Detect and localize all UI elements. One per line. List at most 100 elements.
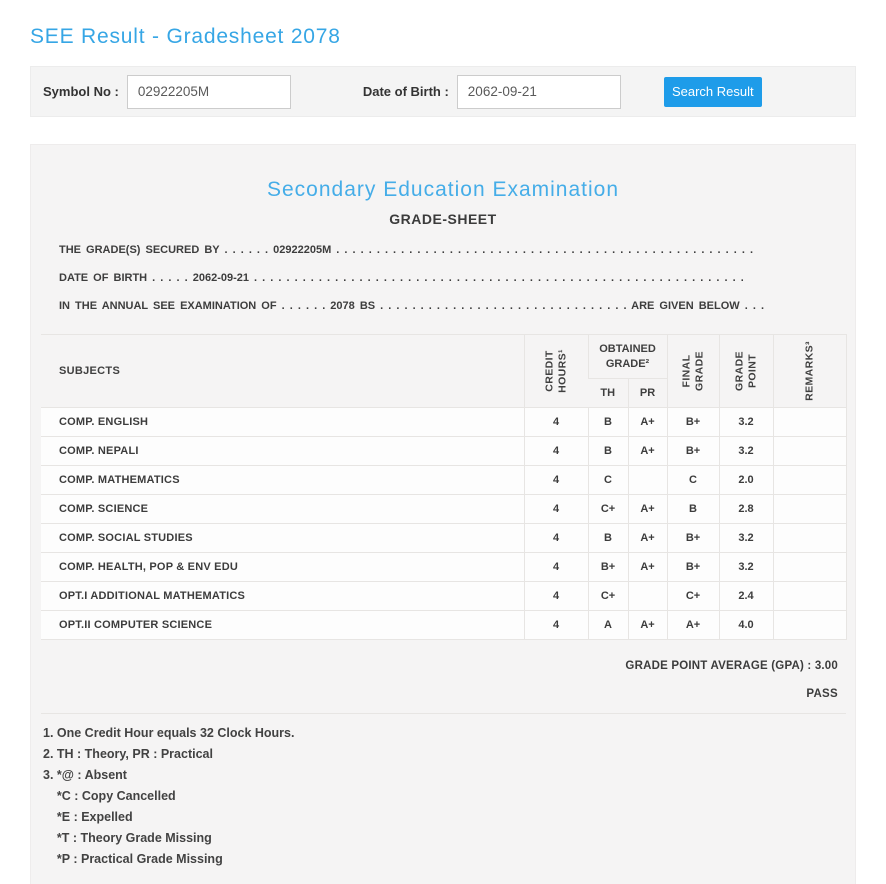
table-row: COMP. SCIENCE 4 C+ A+ B 2.8 xyxy=(41,494,847,524)
grade-point-cell: 2.4 xyxy=(718,581,774,611)
intro-line: IN THE ANNUAL SEE EXAMINATION OF . . . .… xyxy=(59,300,764,314)
subject-cell: COMP. MATHEMATICS xyxy=(41,465,524,495)
col-header-pr: PR xyxy=(627,378,668,408)
th-grade-cell: C+ xyxy=(587,581,628,611)
footnotes: 1. One Credit Hour equals 32 Clock Hours… xyxy=(31,714,855,866)
intro-line-text: IN THE ANNUAL SEE EXAMINATION OF . . . .… xyxy=(59,300,376,312)
grade-point-cell: 3.2 xyxy=(718,436,774,466)
gradesheet-panel: Secondary Education Examination GRADE-SH… xyxy=(30,144,856,884)
pr-grade-cell: A+ xyxy=(627,494,668,524)
search-bar: Symbol No : Date of Birth : Search Resul… xyxy=(30,66,856,117)
intro-line-suffix: ARE GIVEN BELOW . . . xyxy=(631,300,764,312)
remarks-cell xyxy=(772,523,847,553)
final-grade-cell: B+ xyxy=(666,436,720,466)
credit-hours-cell: 4 xyxy=(523,436,588,466)
footnote-line: *P : Practical Grade Missing xyxy=(43,852,223,866)
remarks-cell xyxy=(772,436,847,466)
remarks-cell xyxy=(772,610,847,640)
pr-grade-cell xyxy=(627,581,668,611)
footnote-line: *E : Expelled xyxy=(43,810,133,824)
table-row: COMP. SOCIAL STUDIES 4 B A+ B+ 3.2 xyxy=(41,523,847,553)
grade-point-cell: 2.8 xyxy=(718,494,774,524)
pr-grade-cell: A+ xyxy=(627,523,668,553)
result-status: PASS xyxy=(806,688,838,700)
intro-line: THE GRADE(S) SECURED BY . . . . . . 0292… xyxy=(59,244,761,258)
th-grade-cell: B xyxy=(587,436,628,466)
remarks-cell xyxy=(772,465,847,495)
pr-grade-cell: A+ xyxy=(627,436,668,466)
grade-point-cell: 4.0 xyxy=(718,610,774,640)
credit-hours-cell: 4 xyxy=(523,465,588,495)
dot-leader: . . . . . . . . . . . . . . . . . . . . … xyxy=(380,300,626,312)
subject-cell: COMP. SCIENCE xyxy=(41,494,524,524)
subject-cell: COMP. ENGLISH xyxy=(41,407,524,437)
col-header-remarks: REMARKS³ xyxy=(772,334,847,408)
dot-leader: . . . . . . . . . . . . . . . . . . . . … xyxy=(254,272,743,284)
credit-hours-cell: 4 xyxy=(523,610,588,640)
intro-line-text: THE GRADE(S) SECURED BY . . . . . . 0292… xyxy=(59,244,332,256)
final-grade-cell: B+ xyxy=(666,552,720,582)
credit-hours-cell: 4 xyxy=(523,552,588,582)
col-header-grade-point: GRADE POINT xyxy=(718,334,774,408)
final-grade-cell: C+ xyxy=(666,581,720,611)
final-grade-cell: B xyxy=(666,494,720,524)
th-grade-cell: A xyxy=(587,610,628,640)
dob-input[interactable] xyxy=(456,74,621,109)
dot-leader: . . . . . . . . . . . . . . . . . . . . … xyxy=(336,244,756,256)
final-grade-cell: B+ xyxy=(666,523,720,553)
final-grade-cell: A+ xyxy=(666,610,720,640)
intro-lines: THE GRADE(S) SECURED BY . . . . . . 0292… xyxy=(59,244,855,314)
subject-cell: OPT.II COMPUTER SCIENCE xyxy=(41,610,524,640)
footnote-line: 1. One Credit Hour equals 32 Clock Hours… xyxy=(43,726,295,740)
col-header-th: TH xyxy=(588,378,628,408)
subject-cell: COMP. NEPALI xyxy=(41,436,524,466)
symbol-no-input[interactable] xyxy=(126,74,291,109)
search-result-button[interactable]: Search Result xyxy=(663,76,762,107)
th-grade-cell: B xyxy=(587,523,628,553)
table-row: COMP. NEPALI 4 B A+ B+ 3.2 xyxy=(41,436,847,466)
th-grade-cell: C xyxy=(587,465,628,495)
page-title: SEE Result - Gradesheet 2078 xyxy=(30,25,341,48)
sheet-subtitle: GRADE-SHEET xyxy=(389,211,497,227)
footnote-line: *C : Copy Cancelled xyxy=(43,789,176,803)
credit-hours-cell: 4 xyxy=(523,523,588,553)
pr-grade-cell: A+ xyxy=(627,552,668,582)
credit-hours-cell: 4 xyxy=(523,494,588,524)
table-row: COMP. HEALTH, POP & ENV EDU 4 B+ A+ B+ 3… xyxy=(41,552,847,582)
credit-hours-cell: 4 xyxy=(523,407,588,437)
intro-line: DATE OF BIRTH . . . . . 2062-09-21 . . .… xyxy=(59,272,748,286)
grade-point-cell: 3.2 xyxy=(718,407,774,437)
remarks-cell xyxy=(772,494,847,524)
table-row: COMP. MATHEMATICS 4 C C 2.0 xyxy=(41,465,847,495)
footnote-line: 3. *@ : Absent xyxy=(43,768,127,782)
th-grade-cell: B xyxy=(587,407,628,437)
th-grade-cell: C+ xyxy=(587,494,628,524)
intro-line-text: DATE OF BIRTH . . . . . 2062-09-21 xyxy=(59,272,250,284)
subject-cell: OPT.I ADDITIONAL MATHEMATICS xyxy=(41,581,524,611)
remarks-cell xyxy=(772,581,847,611)
dob-label: Date of Birth : xyxy=(362,84,449,99)
grade-point-cell: 2.0 xyxy=(718,465,774,495)
footnote-line: 2. TH : Theory, PR : Practical xyxy=(43,747,213,761)
pr-grade-cell: A+ xyxy=(627,610,668,640)
summary-block: GRADE POINT AVERAGE (GPA) : 3.00 PASS xyxy=(41,640,846,714)
final-grade-cell: C xyxy=(666,465,720,495)
remarks-cell xyxy=(772,407,847,437)
table-row: OPT.II COMPUTER SCIENCE 4 A A+ A+ 4.0 xyxy=(41,610,847,640)
subject-cell: COMP. SOCIAL STUDIES xyxy=(41,523,524,553)
subject-cell: COMP. HEALTH, POP & ENV EDU xyxy=(41,552,524,582)
remarks-cell xyxy=(772,552,847,582)
col-header-subjects: SUBJECTS xyxy=(41,334,524,408)
credit-hours-cell: 4 xyxy=(523,581,588,611)
final-grade-cell: B+ xyxy=(666,407,720,437)
symbol-no-label: Symbol No : xyxy=(43,84,119,99)
pr-grade-cell: A+ xyxy=(627,407,668,437)
grade-point-cell: 3.2 xyxy=(718,523,774,553)
grades-table: SUBJECTS CREDIT HOURS¹ OBTAINED GRADE² F… xyxy=(41,334,847,640)
table-row: COMP. ENGLISH 4 B A+ B+ 3.2 xyxy=(41,407,847,437)
th-grade-cell: B+ xyxy=(587,552,628,582)
pr-grade-cell xyxy=(627,465,668,495)
col-header-obtained-grade: OBTAINED GRADE² xyxy=(587,334,668,379)
gpa-text: GRADE POINT AVERAGE (GPA) : 3.00 xyxy=(625,660,838,672)
